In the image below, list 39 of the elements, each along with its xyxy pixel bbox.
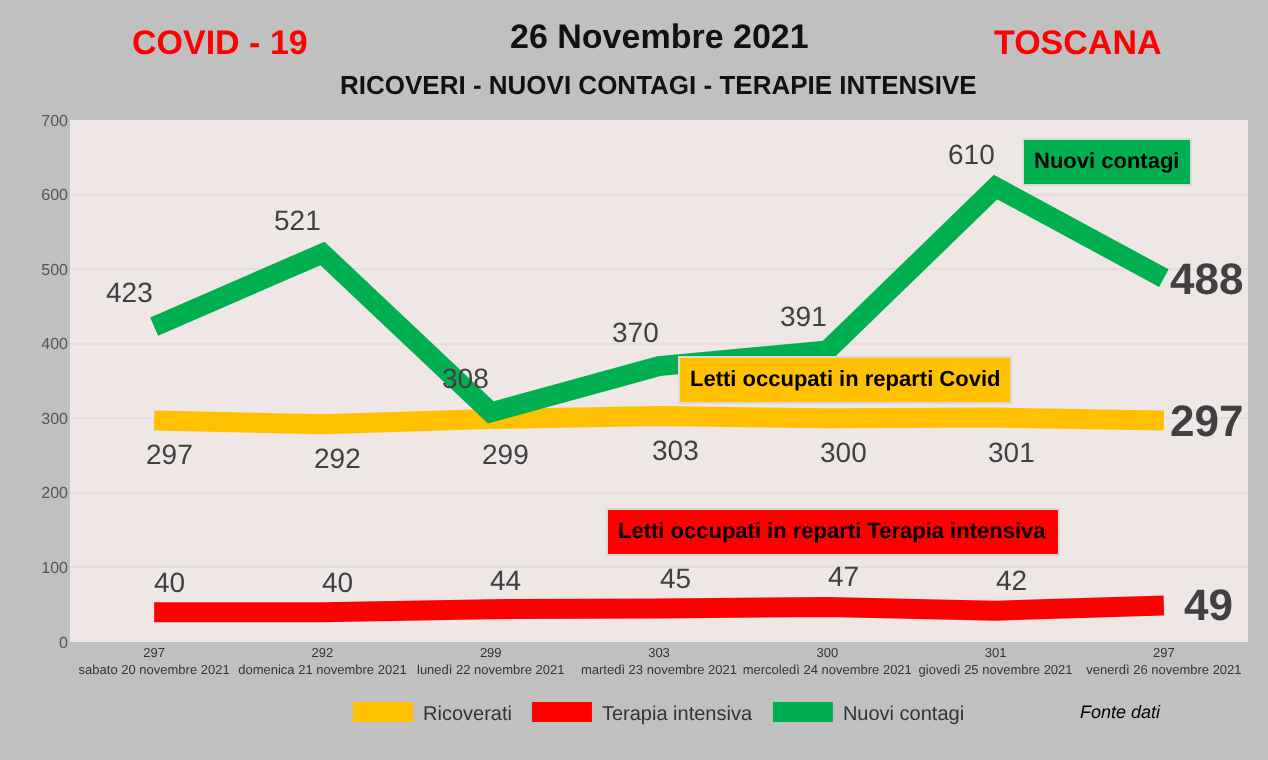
annotation: Letti occupati in reparti Terapia intensiva: [618, 520, 1048, 544]
text: COVID - 19: [132, 24, 308, 62]
data-label: 292: [314, 442, 362, 474]
y-tick-label: 500: [41, 260, 70, 279]
data-label: 297: [1170, 396, 1244, 446]
data-label: 299: [482, 438, 530, 470]
data-label: 423: [106, 276, 154, 308]
chart-subtitle: RICOVERI - NUOVI CONTAGI - TERAPIE INTENSIVE: [340, 70, 978, 100]
source-note: Fonte dati: [1080, 702, 1163, 722]
chart-title: 26 Novembre 2021: [510, 18, 809, 56]
data-label: 297: [146, 438, 194, 470]
y-tick-label: 700: [41, 111, 70, 130]
data-label: 488: [1170, 254, 1244, 304]
y-tick-label: 300: [41, 409, 70, 428]
text: TOSCANA: [994, 24, 1162, 62]
legend-label: Nuovi contagi: [842, 703, 965, 726]
data-label: 391: [780, 300, 828, 332]
annotation: Letti occupati in reparti Covid: [690, 368, 1001, 392]
data-label: 610: [948, 138, 996, 170]
data-label: 40: [154, 566, 186, 598]
data-label: 49: [1184, 580, 1233, 630]
annotation: Nuovi contagi: [1034, 150, 1180, 174]
data-label: 303: [652, 434, 700, 466]
y-tick-label: 0: [59, 633, 70, 652]
y-tick-label: 200: [41, 484, 70, 503]
data-label: 47: [828, 560, 860, 592]
y-tick-label: 100: [41, 559, 70, 578]
y-tick-label: 600: [41, 186, 70, 205]
data-label: 301: [988, 436, 1036, 468]
legend-label: Terapia intensiva: [601, 703, 753, 726]
data-label: 370: [612, 316, 660, 348]
data-label: 300: [820, 436, 868, 468]
legend-label: Ricoverati: [423, 703, 512, 726]
y-tick-label: 400: [41, 335, 70, 354]
data-label: 45: [660, 562, 692, 594]
data-label: 42: [996, 564, 1028, 596]
data-label: 521: [274, 204, 322, 236]
data-label: 44: [490, 564, 522, 596]
data-label: 40: [322, 566, 354, 598]
